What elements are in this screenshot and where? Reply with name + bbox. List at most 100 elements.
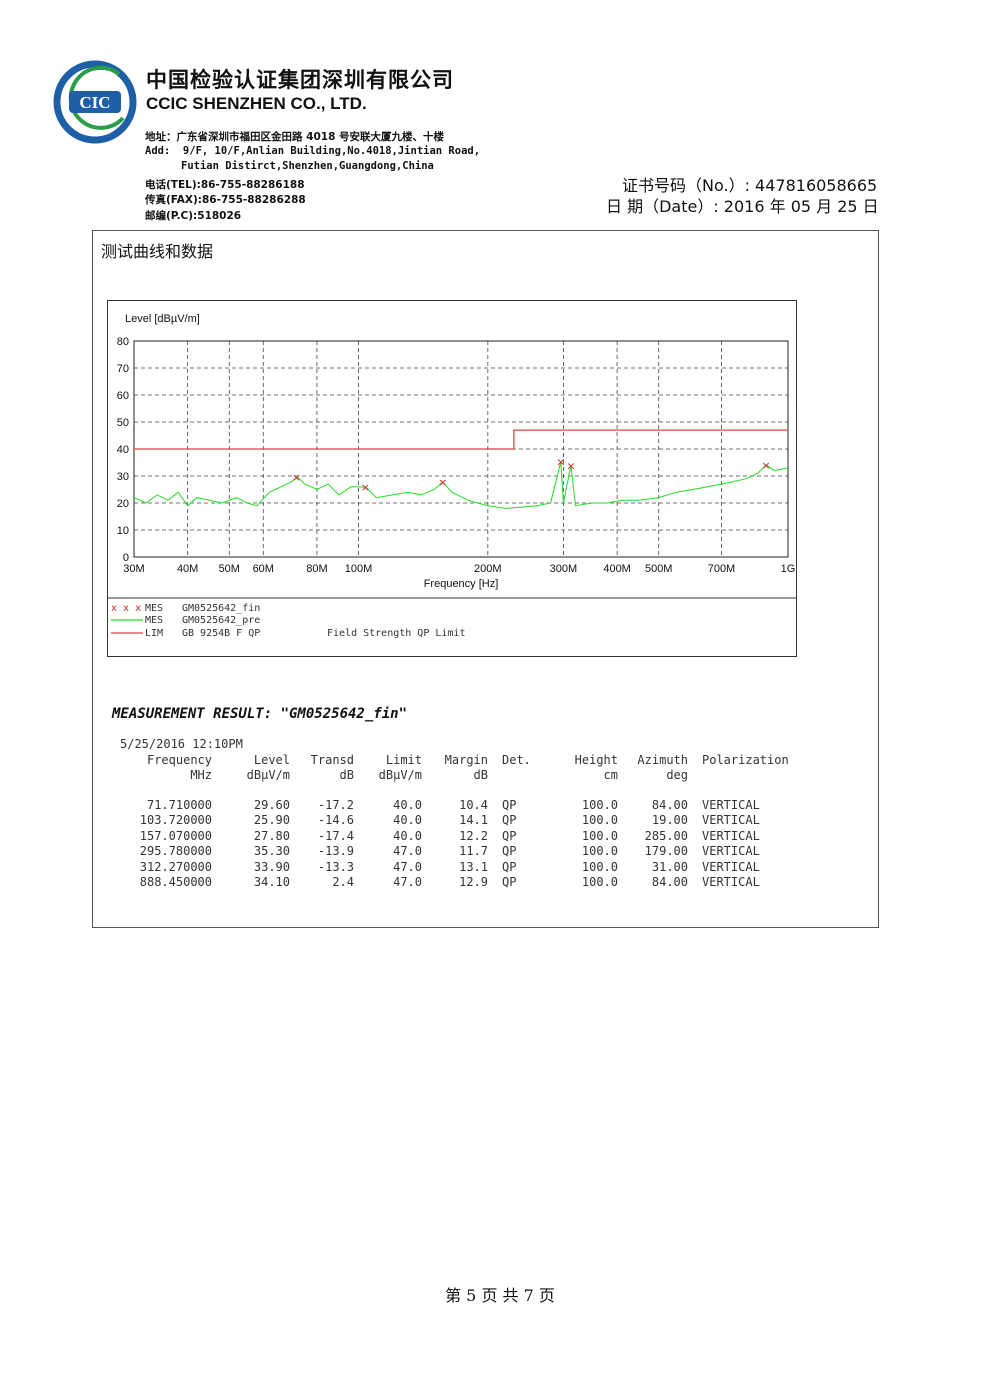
result-grid: Frequency Level Transd Limit Margin Det. Heigh… — [120, 753, 812, 891]
legend-name: GB 9254B F QP — [182, 628, 260, 639]
result-cell: 100.0 — [581, 844, 618, 858]
result-cell: Margin — [444, 752, 488, 767]
result-cell: QP — [502, 844, 517, 858]
result-cell: 888.450000 — [139, 875, 212, 889]
company-name-cn: 中国检验认证集团深圳有限公司 — [146, 68, 454, 92]
result-cell: 100.0 — [581, 859, 618, 874]
result-cell: 33.90 — [253, 859, 290, 874]
result-cell: cm — [603, 768, 618, 782]
certificate-date: 日 期（Date）: 2016 年 05 月 25 日 — [606, 197, 879, 216]
chart-frame — [107, 300, 797, 657]
table-row: 312.270000 33.90 -13.3 47.0 13.1 QP 100.0 31.00… — [120, 860, 812, 876]
result-cell: 100.0 — [581, 797, 618, 812]
prescan-trace — [133, 461, 789, 509]
section-title: 测试曲线和数据 — [101, 242, 214, 261]
result-cell: -17.2 — [317, 797, 354, 812]
x-tick-label: 1G — [781, 563, 796, 575]
page-footer: 第 5 页 共 7 页 — [445, 1286, 555, 1305]
legend-tag: MES — [145, 603, 163, 614]
result-cell: deg — [666, 768, 688, 782]
result-header-row: Frequency Level Transd Limit Margin Det. Heigh… — [120, 753, 812, 769]
x-axis-title: Frequency [Hz] — [424, 578, 499, 590]
table-row: 103.720000 25.90 -14.6 40.0 14.1 QP 100.0 19.00… — [120, 813, 812, 829]
result-cell: 31.00 — [651, 859, 688, 874]
x-tick-label: 40M — [177, 563, 198, 575]
result-cell: 12.9 — [459, 875, 488, 889]
result-cell: 285.00 — [644, 828, 688, 843]
result-cell: dB — [339, 768, 354, 782]
final-marker: × — [566, 459, 575, 472]
result-cell: QP — [502, 875, 517, 889]
ccic-logo: CIC — [53, 60, 137, 144]
result-cell: VERTICAL — [702, 859, 760, 874]
result-cell: 34.10 — [253, 875, 290, 889]
certificate-number: 证书号码（No.）: 447816058665 — [622, 176, 878, 195]
limit-line — [134, 429, 788, 450]
table-row: 295.780000 35.30 -13.9 47.0 11.7 QP 100.0 179.0… — [120, 844, 812, 860]
result-cell: Det. — [502, 752, 531, 767]
x-tick-label: 100M — [345, 563, 373, 575]
result-cell: -13.3 — [317, 859, 354, 874]
result-cell: 13.1 — [459, 859, 488, 874]
y-tick-label: 80 — [117, 336, 129, 348]
y-tick-label: 10 — [117, 525, 129, 537]
final-marker: × — [292, 471, 301, 484]
x-tick-label: 400M — [603, 563, 631, 575]
y-tick-label: 50 — [117, 417, 129, 429]
result-cell: -13.9 — [317, 844, 354, 858]
result-unit-row: MHz dBµV/m dB dBµV/m dB cm deg — [120, 768, 812, 784]
result-cell: 47.0 — [393, 859, 422, 874]
company-name-en: CCIC SHENZHEN CO., LTD. — [146, 94, 367, 113]
x-tick-label: 500M — [645, 563, 673, 575]
result-cell: 103.720000 — [139, 813, 212, 827]
telephone: 电话(TEL):86-755-88286188 — [145, 179, 305, 191]
result-cell: 84.00 — [651, 875, 688, 889]
result-cell: 25.90 — [253, 813, 290, 827]
result-cell: Limit — [385, 752, 422, 767]
result-cell: 157.070000 — [139, 828, 212, 843]
result-cell: VERTICAL — [702, 797, 760, 812]
result-timestamp: 5/25/2016 12:10PM — [120, 737, 243, 751]
result-cell: 47.0 — [393, 875, 422, 889]
table-row: 888.450000 34.10 2.4 47.0 12.9 QP 100.0 84.00 VE… — [120, 875, 812, 891]
result-cell: 47.0 — [393, 844, 422, 858]
y-axis-title: Level [dBµV/m] — [125, 313, 200, 325]
result-cell: Azimuth — [637, 752, 688, 767]
address-en-line-1: Add: 9/F, 10/F,Anlian Building,No.4018,J… — [145, 145, 481, 157]
y-tick-label: 20 — [117, 498, 129, 510]
result-cell: VERTICAL — [702, 828, 760, 843]
x-tick-label: 700M — [708, 563, 736, 575]
result-cell: 11.7 — [459, 844, 488, 858]
result-cell: 100.0 — [581, 875, 618, 889]
x-tick-label: 200M — [474, 563, 502, 575]
address-cn: 地址：广东省深圳市福田区金田路 4018 号安联大厦九楼、十楼 — [145, 131, 445, 143]
result-table: 5/25/2016 12:10PM Frequency Level Transd Li… — [120, 737, 812, 891]
x-tick-label: 300M — [550, 563, 578, 575]
final-marker: × — [361, 481, 370, 494]
result-cell: 100.0 — [581, 813, 618, 827]
result-cell: VERTICAL — [702, 875, 760, 889]
postcode: 邮编(P.C):518026 — [145, 210, 242, 222]
result-cell: Transd — [310, 752, 354, 767]
result-cell: VERTICAL — [702, 813, 760, 827]
result-cell: Level — [253, 752, 290, 767]
chart-data-layer: ×× ×× × × — [133, 429, 789, 509]
result-cell: QP — [502, 859, 517, 874]
final-marker: × — [556, 456, 565, 469]
y-tick-label: 0 — [123, 552, 129, 564]
result-cell: 35.30 — [253, 844, 290, 858]
x-tick-label: 60M — [253, 563, 274, 575]
chart-axes: 0 10 20 30 40 50 60 70 80 30M 40M 50M 60M 80M 100M 200M… — [117, 313, 796, 590]
result-cell: VERTICAL — [702, 844, 760, 858]
result-cell: 10.4 — [459, 797, 488, 812]
result-cell: 40.0 — [393, 828, 422, 843]
result-cell: 71.710000 — [146, 797, 212, 812]
table-row: 157.070000 27.80 -17.4 40.0 12.2 QP 100.0 285.0… — [120, 829, 812, 845]
table-row: 71.710000 29.60 -17.2 40.0 10.4 QP 100.0 84.00 V… — [120, 784, 812, 814]
legend-tag: MES — [145, 615, 163, 626]
emission-chart: 0 10 20 30 40 50 60 70 80 30M 40M 50M 60M 80M 100M 200M… — [107, 313, 797, 639]
result-cell: 19.00 — [651, 813, 688, 827]
result-cell: Height — [574, 752, 618, 767]
final-marker: × — [761, 459, 770, 472]
legend-note: Field Strength QP Limit — [327, 628, 465, 639]
